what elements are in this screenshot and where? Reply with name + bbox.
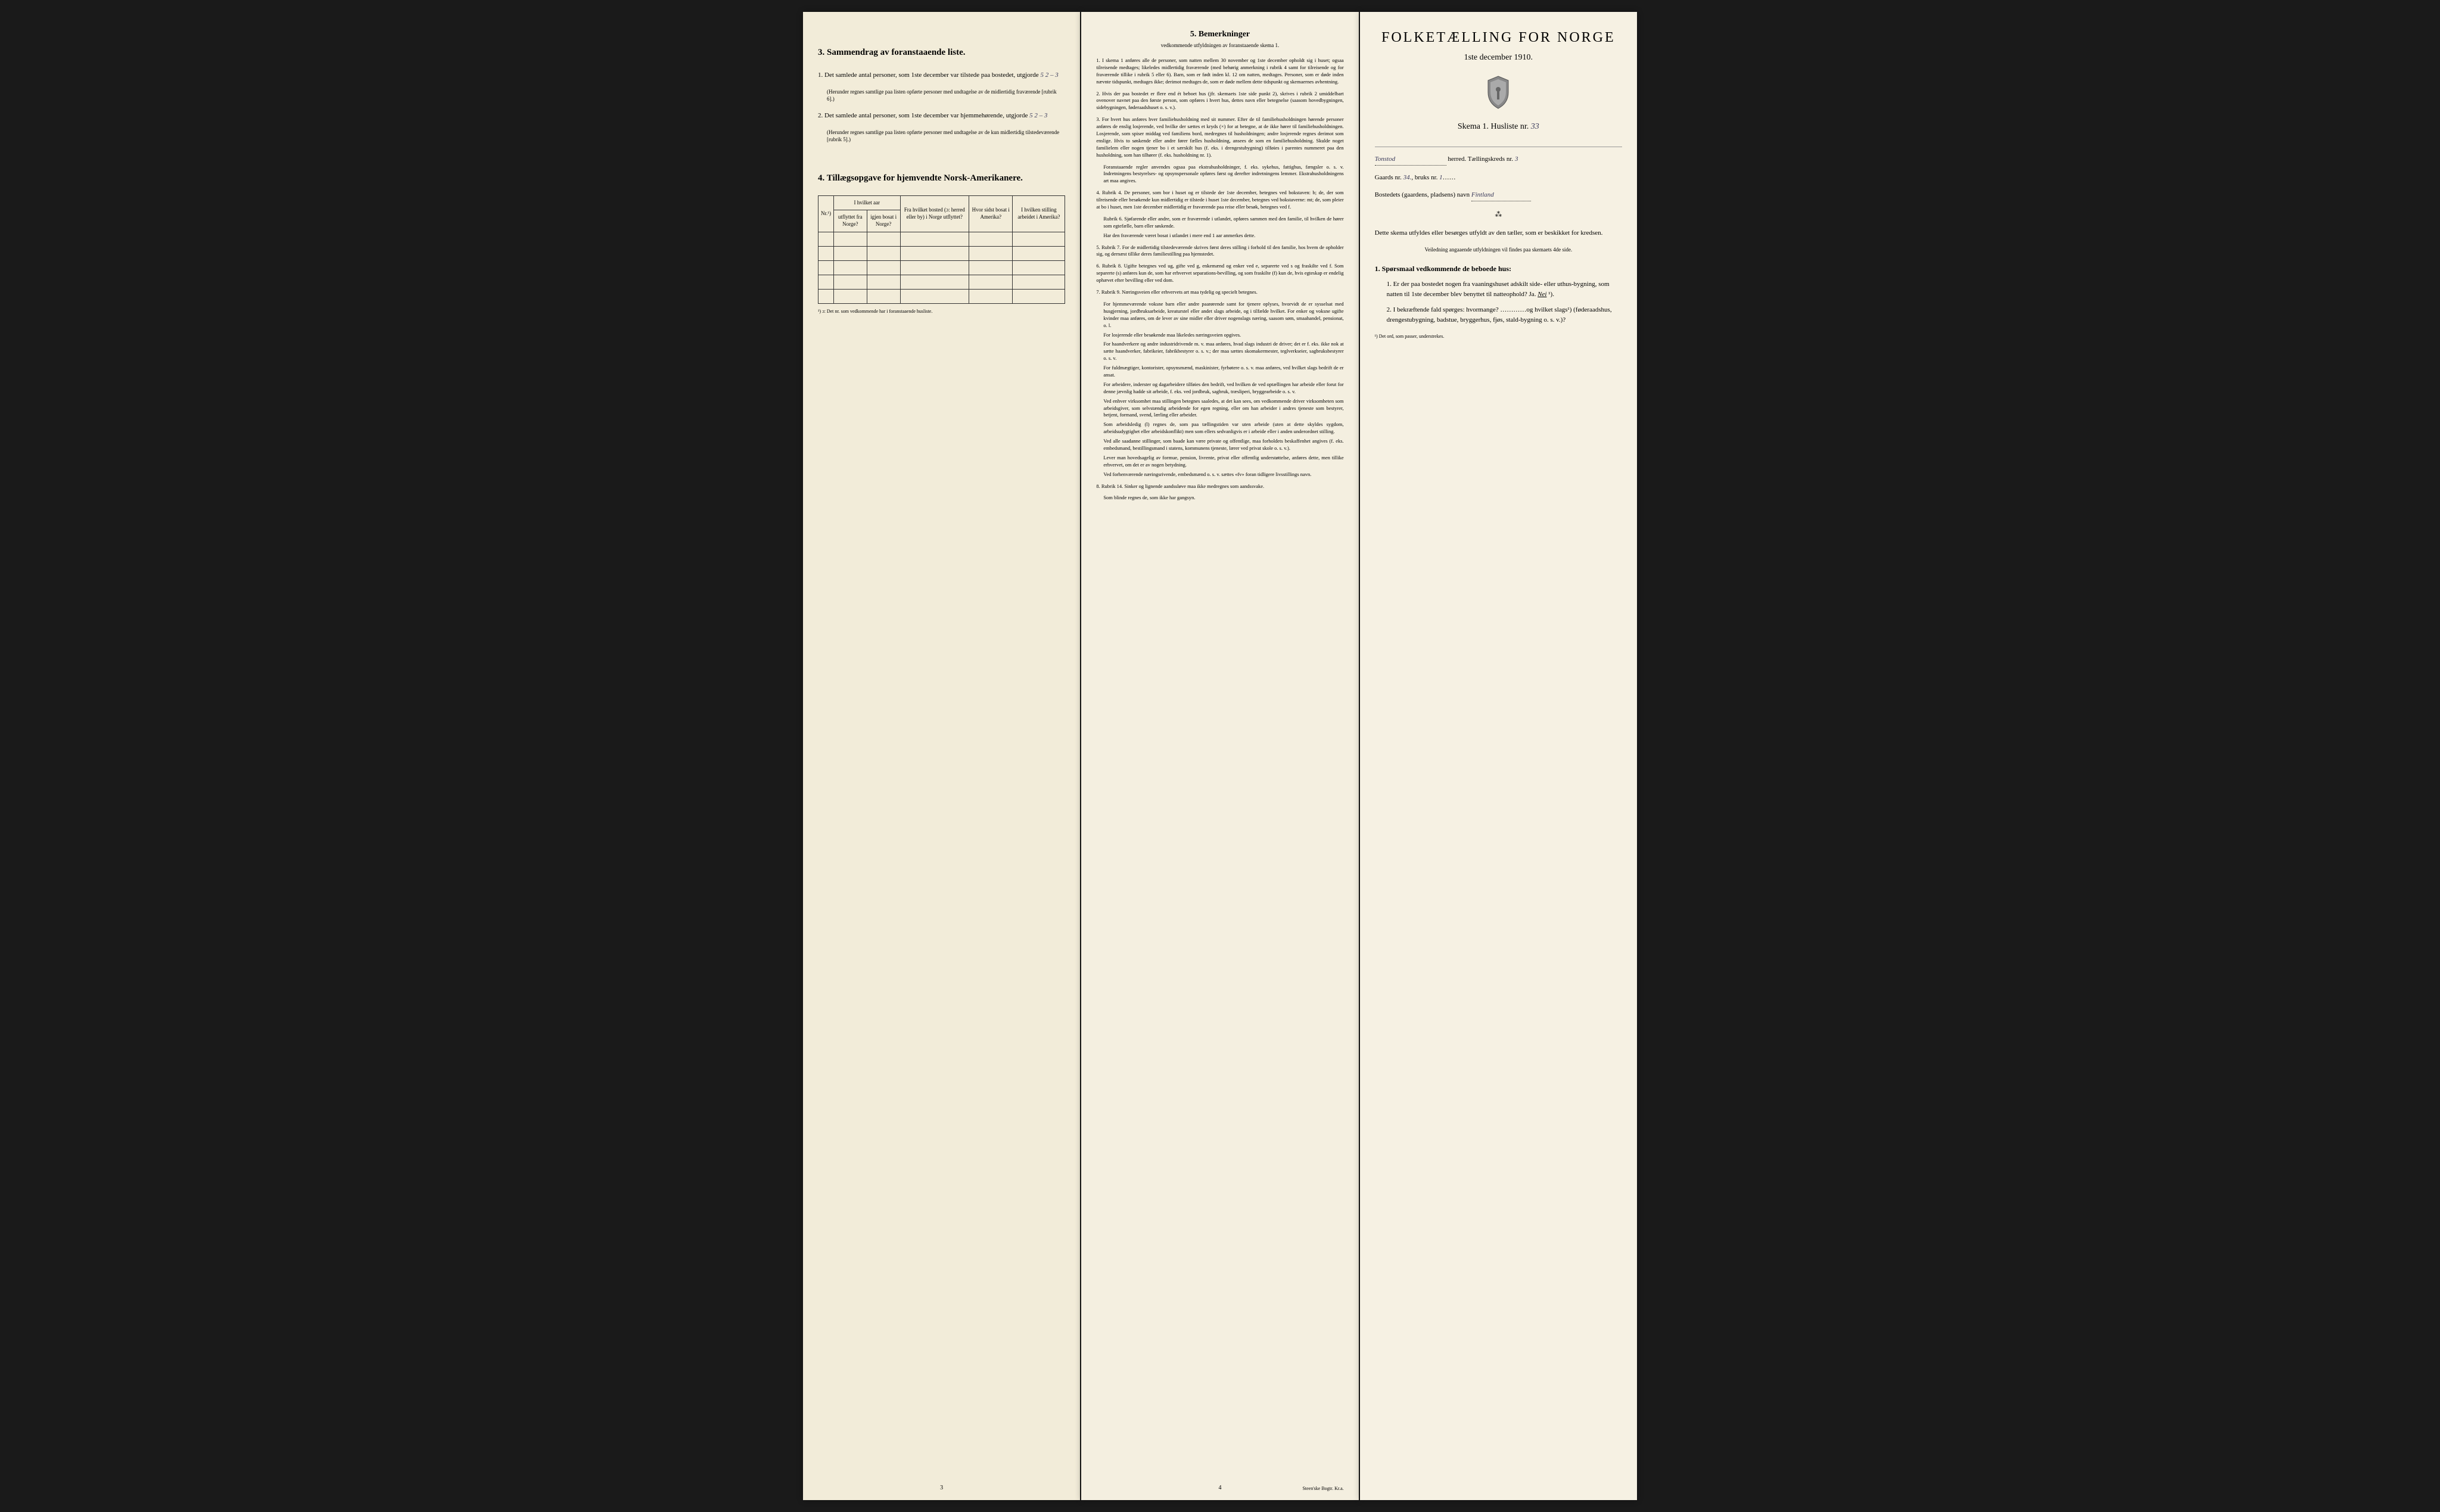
herred-value: Tonstod [1375,154,1446,166]
remarks-subtitle: vedkommende utfyldningen av foranstaaend… [1096,42,1343,48]
remark-8b: Som blinde regnes de, som ikke har gangs… [1103,494,1343,502]
th-bosted: Fra hvilket bosted (ɔ: herred eller by) … [900,195,969,232]
q1-1-text: 1. Er der paa bostedet nogen fra vaaning… [1387,281,1610,298]
bruks-label: bruks nr. [1415,174,1438,181]
q1-1-answer: Nei [1538,291,1546,298]
q1-title: 1. Spørsmaal vedkommende de beboede hus: [1375,265,1622,273]
th-stilling: I hvilken stilling arbeidet i Amerika? [1013,195,1065,232]
gaard-nr: 34. [1403,174,1412,181]
remark-7: 7. Rubrik 9. Næringsveien eller erhverve… [1096,289,1343,296]
remark-3b: Foranstaaende regler anvendes ogsaa paa … [1103,164,1343,185]
item1: 1. Det samlede antal personer, som 1ste … [818,70,1065,81]
q1-1-sup: ¹). [1548,291,1554,298]
table-footnote: ¹) ɔ: Det nr. som vedkommende har i fora… [818,309,1065,314]
husliste-nr: 33 [1531,122,1539,131]
printer-note: Steen'ske Bogtr. Kr.a. [1302,1486,1343,1491]
item2: 2. Det samlede antal personer, som 1ste … [818,110,1065,122]
remark-8: 8. Rubrik 14. Sinker og lignende aandssl… [1096,483,1343,490]
instruction-sub: Veiledning angaaende utfyldningen vil fi… [1375,247,1622,253]
remark-7j: Lever man hovedsagelig av formue, pensio… [1103,455,1343,469]
remark-7g: Ved enhver virksomhet maa stillingen bet… [1103,398,1343,419]
table-row [818,232,1065,246]
remark-4b: Rubrik 6. Sjøfarende eller andre, som er… [1103,216,1343,230]
bosteder-line: Bostedets (gaardens, pladsens) navn Fint… [1375,190,1622,201]
footnote: ¹) Det ord, som passer, understrekes. [1375,334,1622,339]
q1-2: 2. I bekræftende fald spørges: hvormange… [1387,305,1622,325]
document-container: 3. Sammendrag av foranstaaende liste. 1.… [803,12,1637,1500]
remark-6: 6. Rubrik 8. Ugifte betegnes ved ug, gif… [1096,263,1343,284]
instruction: Dette skema utfyldes eller besørges utfy… [1375,228,1622,238]
table-header-row1: Nr.¹) I hvilket aar Fra hvilket bosted (… [818,195,1065,210]
table-row [818,275,1065,289]
remarks-header: 5. Bemerkninger [1096,30,1343,39]
remark-4: 4. Rubrik 4. De personer, som bor i huse… [1096,189,1343,211]
table-row [818,260,1065,275]
section3-header: 3. Sammendrag av foranstaaende liste. [818,48,1065,58]
gaard-label: Gaards nr. [1375,174,1402,181]
form-table: Nr.¹) I hvilket aar Fra hvilket bosted (… [818,195,1065,304]
item1-value: 5 2 – 3 [1040,71,1058,79]
remark-4c: Har den fraværende været bosat i utlande… [1103,232,1343,239]
page-center: 5. Bemerkninger vedkommende utfyldningen… [1081,12,1358,1500]
crest-icon [1375,74,1622,113]
th-utflyttet: utflyttet fra Norge? [833,210,867,232]
page-number-3: 3 [803,1485,1080,1491]
th-igjen: igjen bosat i Norge? [867,210,900,232]
bosteder-value: Fintland [1471,190,1531,201]
question-block: 1. Spørsmaal vedkommende de beboede hus:… [1375,265,1622,325]
th-nr: Nr.¹) [818,195,834,232]
section4-header: 4. Tillægsopgave for hjemvendte Norsk-Am… [818,173,1065,183]
skema-line: Skema 1. Husliste nr. 33 [1375,122,1622,132]
item1-text: 1. Det samlede antal personer, som 1ste … [818,71,1039,79]
remark-1: 1. I skema 1 anføres alle de personer, s… [1096,57,1343,86]
item2-text: 2. Det samlede antal personer, som 1ste … [818,112,1028,119]
ornament-icon: ⁂ [1375,210,1622,219]
q1-1: 1. Er der paa bostedet nogen fra vaaning… [1387,279,1622,299]
remark-7e: For fuldmægtiger, kontorister, opsynsmæn… [1103,365,1343,379]
th-aar: I hvilket aar [833,195,900,210]
bruks-nr: 1 [1439,174,1443,181]
remark-7d: For haandverkere og andre industridriven… [1103,341,1343,362]
main-title: FOLKETÆLLING FOR NORGE [1375,30,1622,46]
herred-line: Tonstod herred. Tællingskreds nr. 3 [1375,154,1622,166]
remark-7i: Ved alle saadanne stillinger, som baade … [1103,438,1343,452]
remark-7c: For losjerende eller besøkende maa likel… [1103,332,1343,339]
page-right: FOLKETÆLLING FOR NORGE 1ste december 191… [1360,12,1637,1500]
item2-note: (Herunder regnes samtlige paa listen opf… [827,129,1065,144]
table-row [818,246,1065,260]
skema-label: Skema 1. Husliste nr. [1458,122,1529,131]
table-container: Nr.¹) I hvilket aar Fra hvilket bosted (… [818,195,1065,304]
th-amerika: Hvor sidst bosat i Amerika? [969,195,1013,232]
remark-5: 5. Rubrik 7. For de midlertidig tilstede… [1096,244,1343,259]
item2-value: 5 2 – 3 [1029,112,1047,119]
remark-7h: Som arbeidsledig (l) regnes de, som paa … [1103,421,1343,435]
remark-3: 3. For hvert hus anføres hver familiehus… [1096,116,1343,158]
table-body [818,232,1065,303]
remark-7k: Ved forhenværende næringsrivende, embeds… [1103,471,1343,478]
bosteder-label: Bostedets (gaardens, pladsens) navn [1375,191,1470,198]
remark-7b: For hjemmeværende voksne barn eller andr… [1103,301,1343,329]
page-left: 3. Sammendrag av foranstaaende liste. 1.… [803,12,1080,1500]
date-line: 1ste december 1910. [1375,53,1622,63]
remark-7f: For arbeidere, inderster og dagarbeidere… [1103,381,1343,396]
gaard-line: Gaards nr. 34., bruks nr. 1…… [1375,173,1622,183]
item1-note: (Herunder regnes samtlige paa listen opf… [827,88,1065,103]
remark-2: 2. Hvis der paa bostedet er flere end ét… [1096,91,1343,112]
table-row [818,289,1065,303]
herred-label: herred. Tællingskreds nr. [1448,155,1513,163]
kreds-nr: 3 [1515,155,1518,163]
